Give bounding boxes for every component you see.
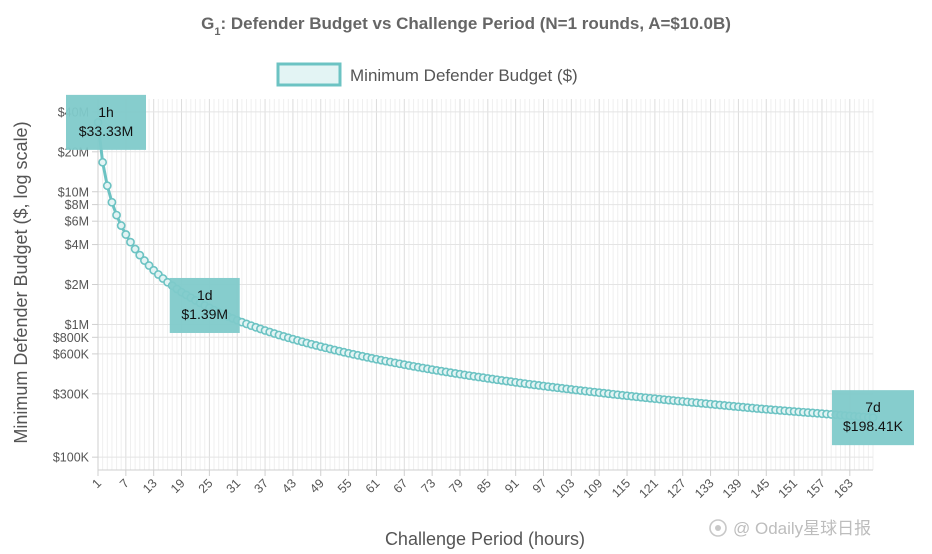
x-tick-label: 139 (720, 476, 745, 501)
x-tick-label: 85 (474, 476, 494, 496)
x-tick-label: 19 (168, 476, 188, 496)
y-tick-label: $100K (53, 451, 90, 465)
x-tick-label: 67 (391, 476, 411, 496)
x-tick-label: 127 (664, 476, 689, 501)
x-tick-label: 79 (446, 476, 466, 496)
annotation-box (66, 94, 146, 150)
x-tick-label: 49 (307, 476, 327, 496)
annotation-label: 1d (197, 287, 213, 303)
data-point (107, 197, 117, 207)
y-tick-label: $1M (65, 318, 89, 332)
annotation-label: 7d (865, 399, 881, 415)
x-tick-label: 109 (581, 476, 606, 501)
chart-title-main: G (201, 14, 214, 33)
x-tick-label: 103 (553, 476, 578, 501)
annotation-box (169, 277, 240, 333)
data-point (126, 237, 135, 247)
data-point (135, 250, 145, 260)
x-tick-label: 133 (692, 476, 717, 501)
x-tick-label: 115 (609, 476, 633, 500)
chart-title: G1: Defender Budget vs Challenge Period … (201, 14, 731, 38)
y-tick-label: $800K (53, 331, 90, 345)
x-tick-label: 13 (140, 476, 160, 496)
watermark-logo-icon (709, 519, 727, 537)
x-tick-label: 73 (419, 476, 439, 496)
data-point (98, 157, 108, 167)
data-point (102, 181, 112, 191)
legend-swatch (276, 62, 342, 87)
annotation-label: 1h (98, 104, 114, 120)
data-point (112, 210, 121, 220)
x-tick-label: 37 (251, 476, 271, 496)
chart-title-rest: : Defender Budget vs Challenge Period (N… (220, 14, 730, 33)
data-point (130, 244, 140, 254)
x-tick-label: 145 (748, 476, 773, 501)
y-tick-label: $4M (65, 238, 89, 252)
y-axis-title: Minimum Defender Budget ($, log scale) (11, 121, 31, 443)
y-tick-label: $10M (58, 185, 89, 199)
x-tick-label: 7 (117, 476, 132, 491)
x-tick-label: 151 (776, 476, 801, 501)
x-tick-label: 157 (803, 476, 828, 501)
watermark: @ Odaily星球日报 (709, 519, 871, 538)
watermark-logo-dot (715, 525, 721, 531)
watermark-text: @ Odaily星球日报 (733, 519, 871, 538)
x-tick-label: 25 (196, 476, 216, 496)
y-tick-label: $8M (65, 198, 89, 212)
series-points (93, 117, 878, 423)
x-tick-label: 121 (636, 476, 661, 501)
x-tick-label: 1 (89, 476, 104, 491)
annotation-box (832, 390, 914, 446)
x-tick-label: 163 (831, 476, 856, 501)
chart-title-subscript: 1 (214, 26, 220, 38)
x-tick-label: 97 (530, 476, 550, 496)
data-point (116, 221, 126, 230)
x-axis-title: Challenge Period (hours) (385, 529, 585, 549)
x-tick-label: 31 (224, 476, 244, 496)
y-tick-label: $6M (65, 215, 89, 229)
legend-label: Minimum Defender Budget ($) (350, 66, 578, 85)
data-point (121, 230, 131, 239)
annotation-value: $33.33M (79, 123, 133, 139)
x-tick-label: 43 (279, 476, 299, 496)
y-tick-label: $600K (53, 347, 90, 361)
x-tick-label: 61 (363, 476, 383, 496)
y-tick-label: $2M (65, 278, 89, 292)
annotation-value: $1.39M (181, 306, 228, 322)
x-tick-label: 91 (502, 476, 522, 496)
annotation-value: $198.41K (843, 418, 904, 434)
x-tick-label: 55 (335, 476, 355, 496)
y-tick-label: $300K (53, 387, 90, 401)
